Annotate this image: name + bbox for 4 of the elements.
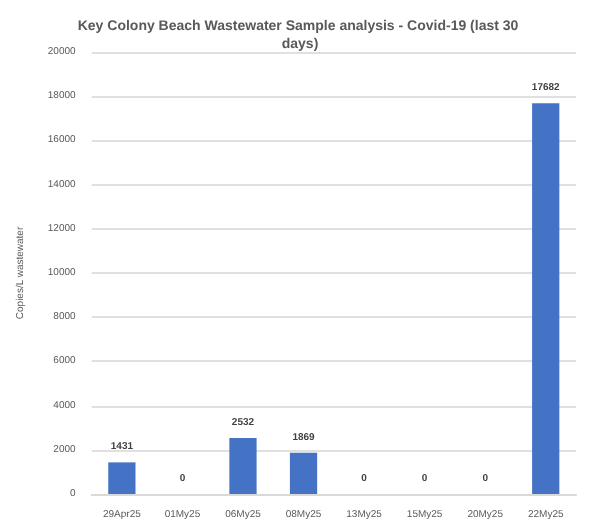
bar [289,452,318,494]
bar [229,438,257,494]
bar [532,103,560,494]
bar [108,462,136,494]
